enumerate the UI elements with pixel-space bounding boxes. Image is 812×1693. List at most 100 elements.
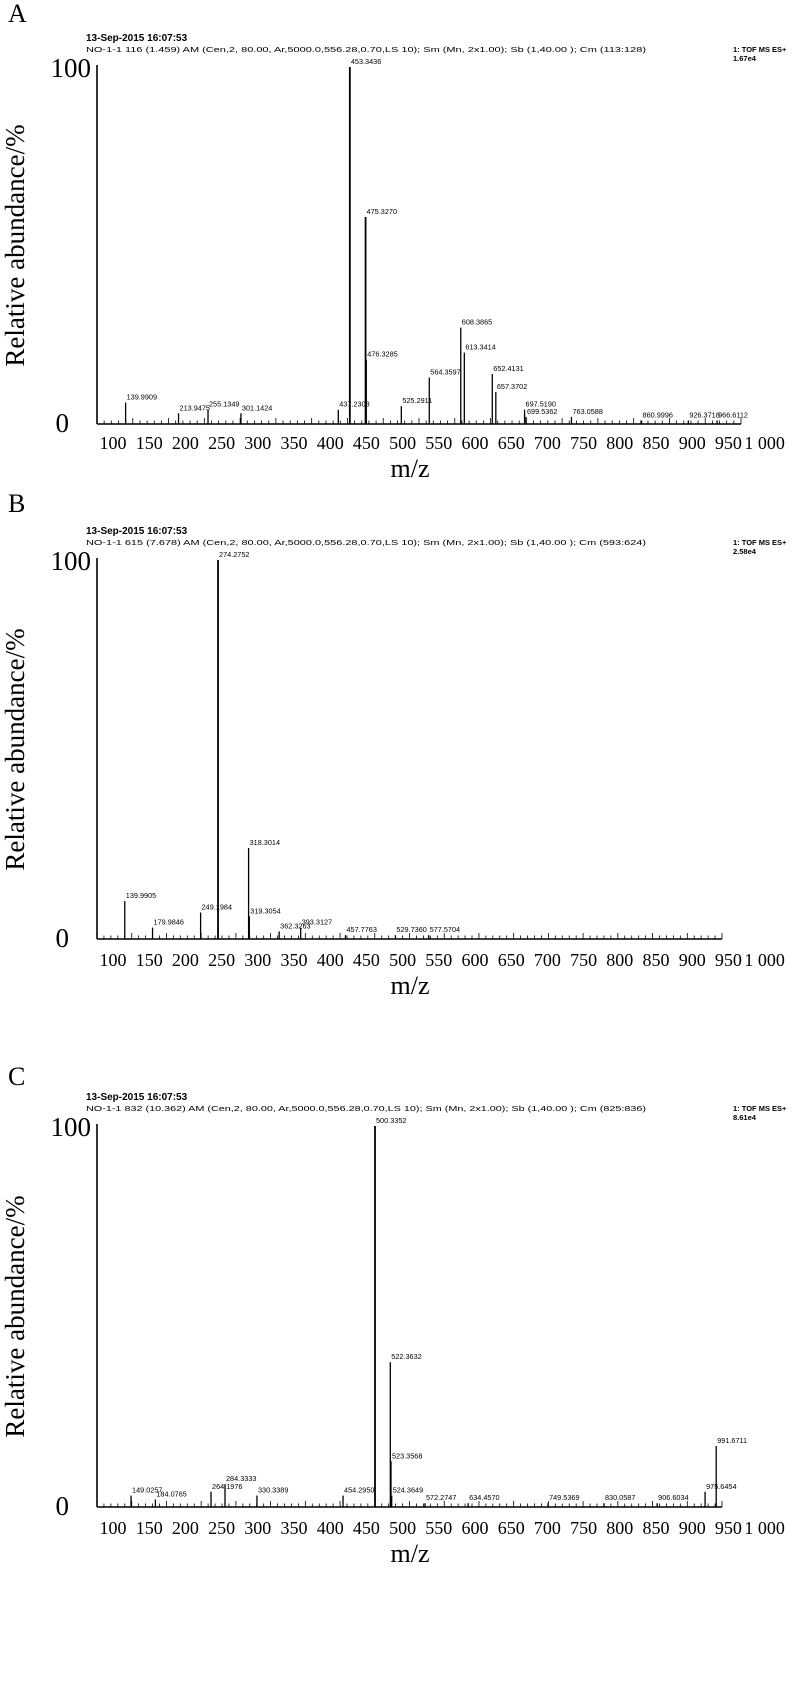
peak-label: 966.6112: [718, 410, 748, 419]
peak-label: 524.3649: [393, 1486, 423, 1495]
x-tick-label: 900: [679, 1518, 706, 1538]
y-tick-label-100: 100: [51, 53, 92, 83]
y-axis-label: Relative abundance/%: [0, 628, 30, 870]
x-tick-label: 100: [100, 950, 127, 970]
peak-label: 830.0587: [605, 1493, 635, 1502]
peak-label: 139.9909: [127, 393, 157, 402]
peak-label: 564.3597: [430, 368, 460, 377]
peak-label: 697.5190: [526, 400, 556, 409]
header-mode: 1: TOF MS ES+: [733, 1104, 787, 1113]
x-tick-label: 250: [208, 1518, 235, 1538]
x-tick-label: 750: [570, 950, 597, 970]
peak-label: 634.4570: [469, 1493, 499, 1502]
peak-label: 255.1349: [209, 400, 239, 409]
peak-label: 500.3352: [376, 1116, 406, 1125]
x-tick-label: 750: [570, 1518, 597, 1538]
x-tick-label: 850: [643, 1518, 670, 1538]
peak-label: 453.3436: [351, 57, 381, 66]
x-axis-label: m/z: [391, 1539, 430, 1568]
x-tick-label: 900: [679, 950, 706, 970]
x-tick-label: 400: [317, 950, 344, 970]
peak-label: 475.3270: [367, 207, 397, 216]
x-tick-label: 200: [172, 1518, 199, 1538]
header-acquisition-line: NO-1-1 615 (7.678) AM (Cen,2, 80.00, Ar,…: [86, 538, 646, 547]
x-tick-label: 100: [100, 1518, 127, 1538]
x-tick-label: 350: [281, 950, 308, 970]
x-tick-label: 300: [244, 950, 271, 970]
x-tick-label: 100: [100, 433, 127, 453]
header-mode: 1: TOF MS ES+: [733, 538, 787, 547]
y-axis-label: Relative abundance/%: [0, 124, 30, 366]
x-tick-label: 650: [498, 1518, 525, 1538]
x-tick-label: 300: [244, 433, 271, 453]
peak-label: 975.6454: [706, 1482, 736, 1491]
peak-label: 249.1984: [202, 902, 232, 911]
peak-label: 613.3414: [465, 343, 495, 352]
header-intensity: 2.58e4: [733, 547, 757, 556]
x-tick-label: 800: [606, 433, 633, 453]
peak-label: 523.3568: [392, 1451, 422, 1460]
x-tick-label: 450: [353, 433, 380, 453]
x-tick-label: 1 000: [744, 433, 785, 453]
x-tick-label: 700: [534, 950, 561, 970]
x-tick-label: 550: [425, 1518, 452, 1538]
x-tick-label: 800: [606, 1518, 633, 1538]
peak-label: 572.2747: [426, 1493, 456, 1502]
x-tick-label: 850: [643, 950, 670, 970]
y-tick-label-100: 100: [51, 546, 92, 576]
x-tick-label: 400: [317, 433, 344, 453]
x-tick-label: 350: [281, 433, 308, 453]
peak-label: 301.1424: [242, 403, 272, 412]
peak-label: 457.7763: [346, 925, 376, 934]
peak-label: 213.9475: [180, 403, 210, 412]
x-tick-label: 500: [389, 1518, 416, 1538]
peak-label: 652.4131: [493, 364, 523, 373]
header-acquisition-line: NO-1-1 832 (10.362) AM (Cen,2, 80.00, Ar…: [86, 1104, 646, 1113]
x-tick-label: 250: [208, 433, 235, 453]
header-date: 13-Sep-2015 16:07:53: [86, 526, 188, 537]
peak-label: 318.3014: [250, 838, 280, 847]
peak-label: 437.2308: [339, 400, 369, 409]
x-tick-label: 550: [425, 950, 452, 970]
x-tick-label: 900: [679, 433, 706, 453]
peak-label: 149.0257: [132, 1486, 162, 1495]
peak-label: 139.9905: [126, 891, 156, 900]
x-tick-label: 450: [353, 1518, 380, 1538]
header-date: 13-Sep-2015 16:07:53: [86, 1092, 188, 1103]
peak-label: 608.3865: [462, 318, 492, 327]
peak-label: 860.9996: [643, 410, 673, 419]
y-tick-label-100: 100: [51, 1112, 92, 1142]
x-tick-label: 750: [570, 433, 597, 453]
x-tick-label: 600: [462, 950, 489, 970]
header-intensity: 8.61e4: [733, 1113, 757, 1122]
x-axis-label: m/z: [391, 454, 430, 483]
y-axis-label: Relative abundance/%: [0, 1195, 30, 1437]
x-tick-label: 350: [281, 1518, 308, 1538]
x-tick-label: 450: [353, 950, 380, 970]
peak-label: 179.9846: [154, 918, 184, 927]
x-tick-label: 950: [715, 950, 742, 970]
x-tick-label: 950: [715, 433, 742, 453]
x-tick-label: 150: [136, 950, 163, 970]
x-tick-label: 1 000: [744, 1518, 785, 1538]
peak-label: 393.3127: [302, 918, 332, 927]
x-tick-label: 650: [498, 433, 525, 453]
peak-label: 264.1976: [212, 1482, 242, 1491]
peak-label: 476.3285: [367, 350, 397, 359]
header-mode: 1: TOF MS ES+: [733, 45, 787, 54]
x-tick-label: 150: [136, 1518, 163, 1538]
x-tick-label: 950: [715, 1518, 742, 1538]
peak-label: 749.5369: [549, 1493, 579, 1502]
x-tick-label: 550: [425, 433, 452, 453]
x-tick-label: 150: [136, 433, 163, 453]
y-tick-label-0: 0: [56, 923, 70, 953]
peak-label: 926.3718: [689, 410, 719, 419]
x-tick-label: 300: [244, 1518, 271, 1538]
x-tick-label: 200: [172, 950, 199, 970]
peak-label: 525.2911: [402, 396, 432, 405]
panel-letter: B: [8, 489, 25, 518]
x-tick-label: 850: [643, 433, 670, 453]
